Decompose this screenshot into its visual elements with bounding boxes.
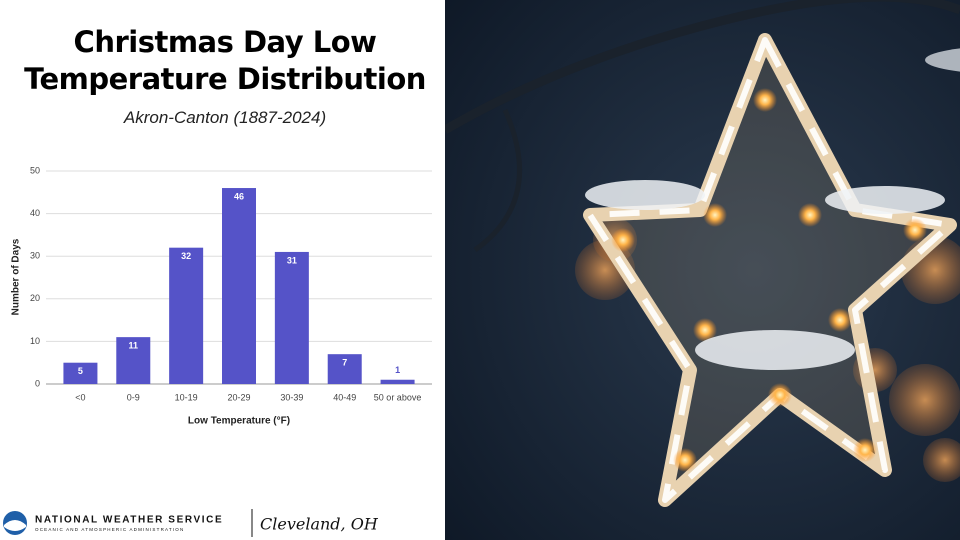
org-subname: OCEANIC AND ATMOSPHERIC ADMINISTRATION — [35, 527, 184, 532]
value-label: 1 — [395, 365, 400, 375]
value-label: 5 — [78, 366, 83, 376]
value-label: 11 — [129, 341, 139, 351]
bar — [169, 247, 204, 384]
org-name: NATIONAL WEATHER SERVICE — [35, 515, 223, 526]
value-label: 7 — [342, 358, 347, 368]
y-tick-label: 20 — [30, 293, 40, 303]
value-label: 31 — [287, 255, 297, 265]
bar — [222, 188, 256, 384]
x-tick-label: <0 — [75, 392, 85, 402]
y-tick-label: 40 — [30, 208, 40, 218]
y-axis-title: Number of Days — [11, 238, 22, 315]
y-tick-label: 30 — [30, 251, 40, 261]
y-tick-label: 50 — [30, 165, 40, 175]
decorative-photo — [445, 0, 960, 540]
chart-title: Christmas Day Low Temperature Distributi… — [24, 25, 426, 96]
x-tick-label: 50 or above — [374, 392, 422, 402]
bar — [274, 251, 309, 384]
office: Cleveland, OH — [260, 515, 379, 534]
chart-subtitle: Akron-Canton (1887-2024) — [123, 108, 327, 127]
x-tick-label: 20-29 — [227, 392, 250, 402]
x-tick-label: 30-39 — [280, 392, 303, 402]
footer: NATIONAL WEATHER SERVICE OCEANIC AND ATM… — [3, 509, 379, 537]
x-tick-label: 10-19 — [175, 392, 198, 402]
value-label: 32 — [181, 251, 191, 261]
x-axis-title: Low Temperature (°F) — [188, 416, 290, 427]
x-tick-label: 40-49 — [333, 392, 356, 402]
y-tick-label: 10 — [30, 336, 40, 346]
chart: Number of Days Low Temperature (°F) 0 10 2… — [11, 165, 432, 427]
bar — [327, 354, 362, 384]
x-tick-label: 0-9 — [127, 392, 140, 402]
bar — [380, 379, 415, 384]
value-label: 46 — [234, 191, 244, 201]
y-tick-label: 0 — [35, 378, 40, 388]
bar — [63, 362, 98, 384]
bar — [116, 337, 151, 384]
